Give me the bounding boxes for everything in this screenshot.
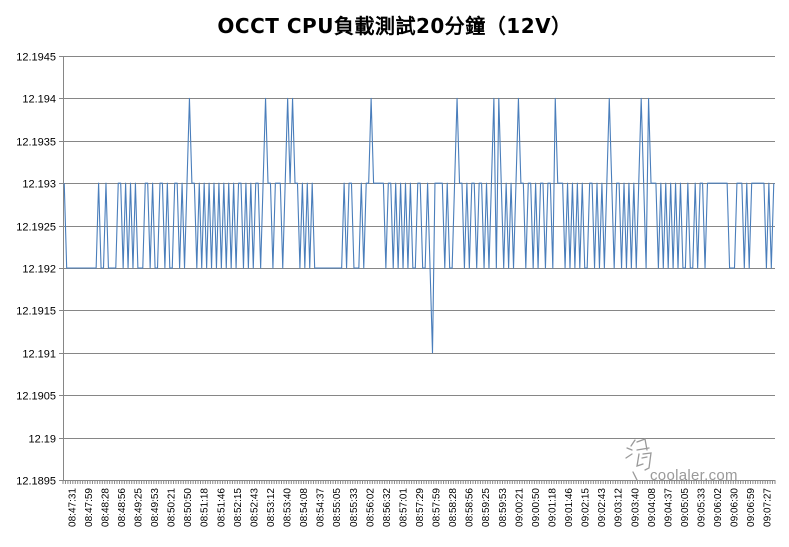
x-tick-marks [62,480,776,484]
y-tick-label: 12.191 [22,349,56,361]
x-tick-label: 08:51:46 [216,488,227,527]
x-tick-label: 09:01:46 [564,488,575,527]
x-tick-label: 08:56:32 [382,488,393,527]
x-tick-label: 08:51:18 [200,488,211,527]
x-tick-label: 09:06:30 [730,488,741,527]
x-tick-label: 08:48:56 [117,488,128,527]
y-tick-label: 12.194 [22,94,56,106]
x-tick-label: 08:49:25 [134,488,145,527]
x-tick-label: 08:59:25 [481,488,492,527]
y-tick-labels: 12.1945 12.194 12.1935 12.193 12.1925 12.192 1… [16,52,56,488]
x-tick-label: 09:04:08 [647,488,658,527]
x-tick-label: 09:00:50 [531,488,542,527]
x-tick-label: 09:00:21 [514,488,525,527]
y-tick-label: 12.1935 [16,137,56,149]
x-tick-label: 08:50:50 [183,488,194,527]
x-tick-label: 08:47:59 [84,488,95,527]
x-tick-label: 09:01:18 [547,488,558,527]
x-tick-label: 08:58:56 [465,488,476,527]
x-tick-labels: 08:47:31 08:47:59 08:48:28 08:48:56 08:49:25… [67,488,773,527]
x-tick-label: 08:53:40 [283,488,294,527]
x-tick-label: 09:02:15 [581,488,592,527]
x-tick-label: 08:49:53 [150,488,161,527]
axes [59,56,776,484]
x-tick-label: 08:55:05 [332,488,343,527]
x-tick-label: 08:59:53 [498,488,509,527]
x-tick-label: 09:03:40 [630,488,641,527]
coolaler-logo-mark [625,438,652,481]
x-tick-label: 09:04:37 [663,488,674,527]
y-tick-label: 12.1905 [16,391,56,403]
x-tick-label: 08:52:43 [249,488,260,527]
y-tick-label: 12.192 [22,264,56,276]
series-layer [63,97,775,354]
x-tick-label: 08:56:02 [365,488,376,527]
x-tick-label: 08:55:33 [349,488,360,527]
x-tick-label: 09:07:27 [763,488,774,527]
y-tick-label: 12.19 [28,434,56,446]
x-tick-label: 08:58:28 [448,488,459,527]
y-tick-label: 12.193 [22,179,56,191]
x-tick-label: 08:57:59 [432,488,443,527]
x-tick-label: 08:57:01 [398,488,409,527]
x-tick-label: 09:03:12 [614,488,625,527]
x-tick-label: 08:48:28 [100,488,111,527]
y-tick-label: 12.1945 [16,52,56,64]
x-tick-label: 08:47:31 [67,488,78,527]
x-tick-label: 09:05:33 [696,488,707,527]
x-tick-label: 09:02:43 [597,488,608,527]
watermark-text: coolaler.com [650,467,738,484]
x-tick-label: 09:06:02 [713,488,724,527]
chart-title: OCCT CPU負載測試20分鐘（12V） [217,14,572,38]
x-tick-label: 08:52:15 [233,488,244,527]
y-tick-label: 12.1925 [16,222,56,234]
x-tick-label: 08:57:29 [415,488,426,527]
x-tick-label: 09:06:59 [746,488,757,527]
x-tick-label: 08:53:12 [266,488,277,527]
y-tick-label: 12.1915 [16,306,56,318]
x-tick-label: 08:54:37 [316,488,327,527]
x-tick-label: 09:05:05 [680,488,691,527]
x-tick-label: 08:50:21 [167,488,178,527]
y-tick-label: 12.1895 [16,476,56,488]
x-tick-label: 08:54:08 [299,488,310,527]
series-line-0 [63,97,775,354]
